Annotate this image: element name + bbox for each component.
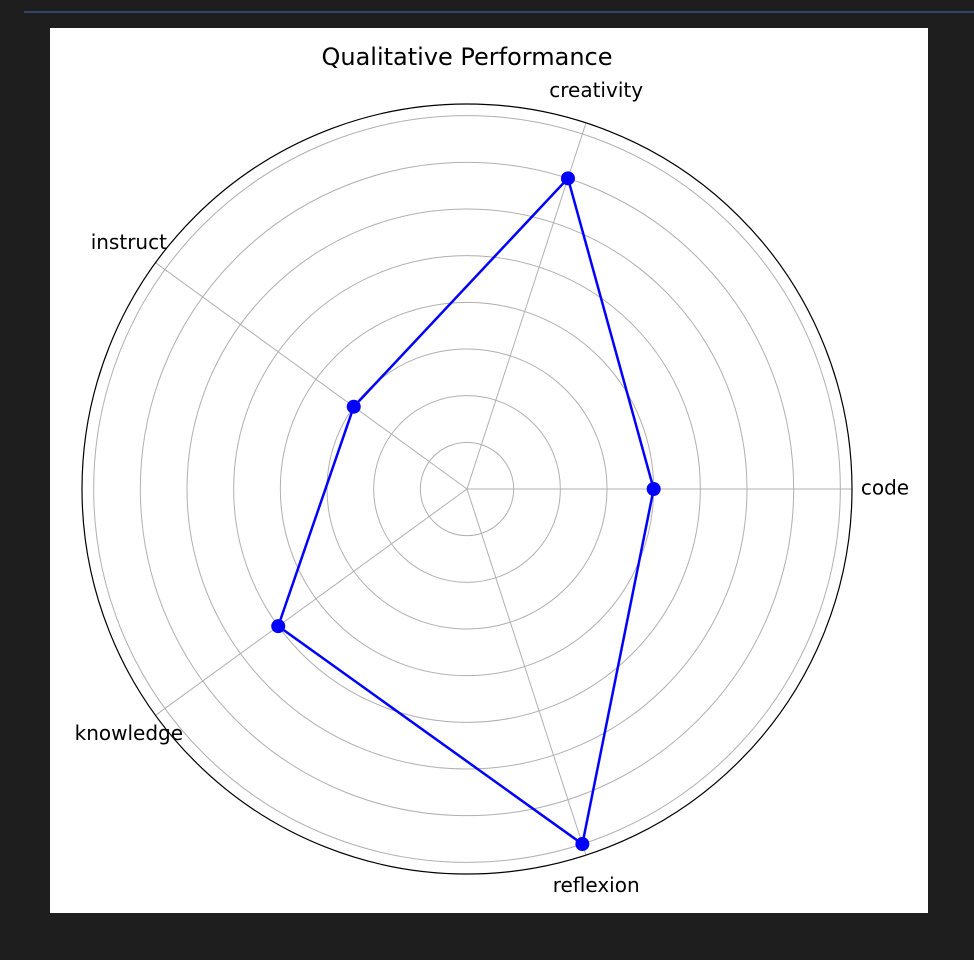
figure [50,28,928,913]
grid-spoke [155,488,468,716]
outer-frame [81,103,853,875]
series-line [276,175,655,847]
data-point [560,171,575,186]
data-point [271,619,286,634]
category-label: reflexion [553,873,640,897]
grid-spoke [155,262,468,490]
chart-title: Qualitative Performance [321,43,612,71]
grid-spoke [466,488,587,856]
data-point [575,837,590,852]
data-point [646,482,661,496]
category-label: code [861,476,909,500]
category-label: instruct [91,230,167,254]
category-label: knowledge [75,721,183,745]
data-point [346,399,361,414]
category-label: creativity [549,78,643,102]
